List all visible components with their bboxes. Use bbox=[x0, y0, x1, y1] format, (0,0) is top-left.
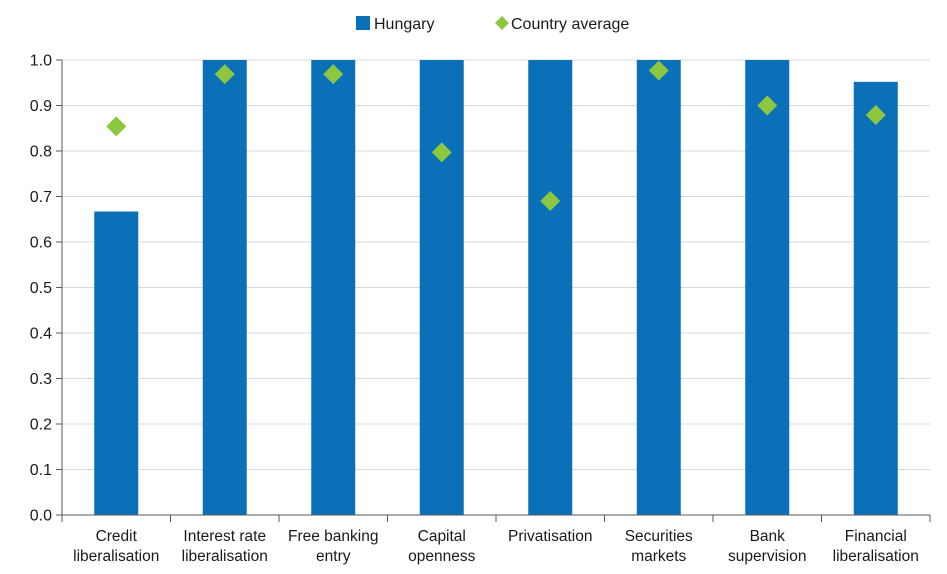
category-label: Credit liberalisation bbox=[73, 528, 159, 565]
legend-diamond-swatch bbox=[495, 16, 509, 30]
category-label-line: markets bbox=[631, 548, 686, 565]
y-tick-label: 0.9 bbox=[30, 98, 52, 115]
bars bbox=[94, 60, 898, 515]
category-label: Capital openness bbox=[408, 528, 475, 565]
axes bbox=[56, 59, 931, 522]
category-label: Bank supervision bbox=[728, 528, 806, 565]
legend-label-hungary: Hungary bbox=[374, 16, 434, 33]
bar-4 bbox=[419, 60, 464, 515]
markers bbox=[106, 60, 886, 212]
labels: 0.0 0.1 0.2 0.3 0.4 0.5 0.6 0.7 0.8 0.9 1.0 Credit l… bbox=[30, 53, 919, 566]
category-label-line: openness bbox=[408, 548, 475, 565]
gridlines bbox=[62, 59, 930, 470]
bar-1 bbox=[94, 211, 139, 515]
legend-bar-swatch bbox=[356, 16, 370, 30]
category-label-line: liberalisation bbox=[833, 548, 919, 565]
category-label-line: Privatisation bbox=[508, 528, 592, 545]
category-label: Financial liberalisation bbox=[833, 528, 919, 565]
category-label-line: liberalisation bbox=[182, 548, 268, 565]
category-label-line: liberalisation bbox=[73, 548, 159, 565]
category-label-line: Credit bbox=[96, 528, 138, 545]
category-label: Interest rate liberalisation bbox=[182, 528, 268, 565]
category-label-line: Bank bbox=[750, 528, 786, 545]
category-label-line: entry bbox=[316, 548, 351, 565]
y-tick-label: 0.4 bbox=[30, 326, 52, 343]
bar-6 bbox=[636, 60, 681, 515]
y-tick-label: 1.0 bbox=[30, 53, 52, 70]
legend-label-country-average: Country average bbox=[511, 16, 629, 33]
y-tick-label: 0.3 bbox=[30, 371, 52, 388]
category-label-line: Financial bbox=[845, 528, 907, 545]
diamond-marker-2 bbox=[214, 64, 235, 85]
y-tick-label: 0.8 bbox=[30, 144, 52, 161]
diamond-marker-6 bbox=[648, 60, 669, 81]
bar-5 bbox=[528, 60, 573, 515]
bar-2 bbox=[202, 60, 247, 515]
category-label-line: supervision bbox=[728, 548, 806, 565]
y-tick-label: 0.1 bbox=[30, 462, 52, 479]
category-label: Free banking entry bbox=[288, 528, 378, 565]
bar-3 bbox=[311, 60, 356, 515]
category-label-line: Interest rate bbox=[183, 528, 266, 545]
y-tick-label: 0.0 bbox=[30, 508, 52, 525]
category-label-line: Free banking bbox=[288, 528, 378, 545]
diamond-marker-5 bbox=[540, 191, 561, 212]
y-tick-label: 0.2 bbox=[30, 417, 52, 434]
diamond-marker-8 bbox=[865, 105, 886, 126]
legend: Hungary Country average bbox=[356, 16, 629, 33]
diamond-marker-3 bbox=[323, 64, 344, 85]
category-label: Securities markets bbox=[625, 528, 693, 565]
y-tick-label: 0.5 bbox=[30, 280, 52, 297]
diamond-marker-1 bbox=[106, 116, 127, 137]
category-label-line: Securities bbox=[625, 528, 693, 545]
bar-7 bbox=[745, 60, 790, 515]
y-tick-label: 0.6 bbox=[30, 235, 52, 252]
diamond-marker-4 bbox=[431, 142, 452, 163]
y-tick-label: 0.7 bbox=[30, 189, 52, 206]
diamond-marker-7 bbox=[757, 95, 778, 116]
category-label: Privatisation bbox=[508, 528, 592, 545]
category-label-line: Capital bbox=[418, 528, 466, 545]
bar-8 bbox=[853, 81, 898, 515]
